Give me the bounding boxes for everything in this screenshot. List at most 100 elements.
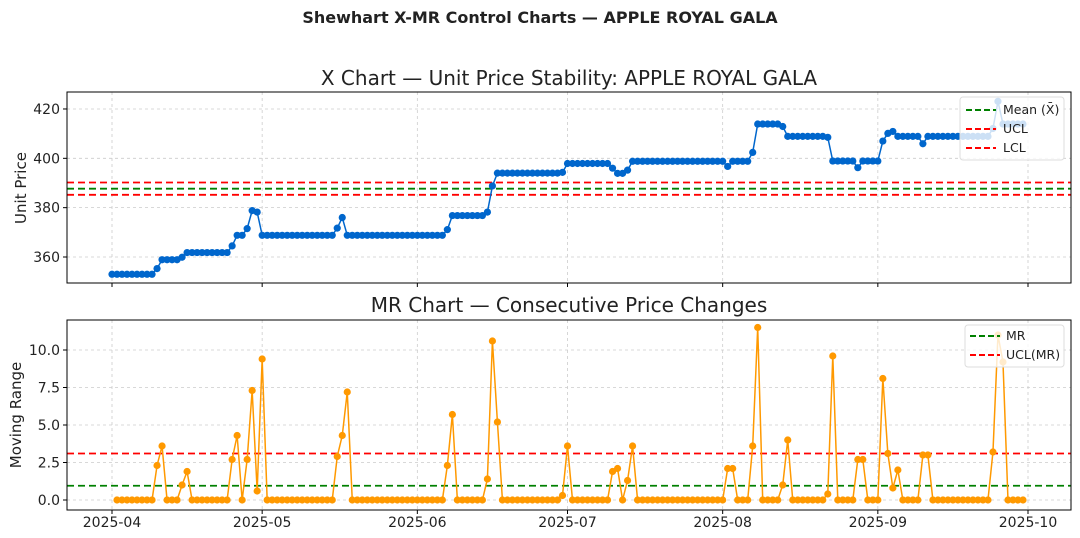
mr-chart-range-point — [568, 496, 577, 504]
mr-chart-range-point — [138, 496, 146, 504]
x-chart-title: X Chart — Unit Price Stability: APPLE RO… — [321, 66, 818, 90]
mr-chart-range-point — [573, 496, 582, 504]
mr-chart-title: MR Chart — Consecutive Price Changes — [371, 293, 768, 317]
mr-chart-range-point — [864, 496, 872, 504]
mr-chart-xtick-label: 2025-07 — [538, 515, 597, 531]
x-chart-price-point — [934, 132, 942, 140]
x-chart-ytick-label: 360 — [33, 250, 60, 266]
mr-chart-range-point — [588, 496, 597, 504]
x-chart-price-point — [734, 157, 742, 165]
mr-chart-range-point — [498, 496, 507, 504]
x-chart-price-point — [588, 159, 597, 168]
mr-chart-range-point — [919, 451, 927, 459]
mr-chart-range-point — [679, 496, 687, 504]
x-chart-price-point — [228, 242, 236, 250]
x-chart-price-point — [679, 157, 687, 165]
mr-chart-range-point — [213, 496, 221, 504]
mr-chart-range-point — [809, 496, 817, 504]
x-chart-price-point — [373, 231, 381, 239]
mr-chart-range-point — [343, 388, 351, 396]
mr-chart-range-point — [218, 496, 226, 504]
mr-chart-range-point — [153, 461, 161, 470]
x-chart-price-point — [603, 159, 612, 168]
x-chart-price-point — [648, 157, 657, 165]
x-chart-price-point — [478, 211, 487, 220]
x-chart-price-point — [418, 231, 426, 239]
x-chart-price-point — [498, 169, 507, 177]
mr-chart-range-point — [503, 496, 512, 504]
mr-chart-range-point — [869, 496, 877, 504]
x-chart-price-point — [799, 132, 807, 140]
x-chart-price-point — [193, 248, 201, 257]
x-chart-price-point — [909, 132, 917, 140]
mr-chart-range-point — [178, 481, 186, 489]
mr-chart-range-point — [278, 496, 286, 504]
x-chart-price-point — [949, 132, 957, 140]
x-chart-price-point — [929, 132, 937, 140]
x-chart-ylabel: Unit Price — [12, 152, 30, 224]
x-chart-price-point — [899, 132, 907, 140]
mr-chart-range-point — [228, 455, 236, 464]
mr-chart-range-point — [934, 496, 942, 504]
x-chart-price-point — [483, 208, 492, 216]
x-chart-price-point — [268, 231, 276, 239]
x-chart-price-point — [794, 132, 802, 140]
mr-chart-axes-frame — [66, 319, 1072, 511]
mr-chart-range-point — [338, 431, 346, 440]
x-chart-price-point — [133, 270, 141, 278]
x-chart-price-point — [789, 132, 797, 140]
mr-chart-range-point — [248, 386, 256, 395]
mr-chart-range-point — [959, 496, 967, 504]
mr-chart-range-point — [799, 496, 807, 504]
mr-chart-range-point — [1014, 496, 1022, 504]
mr-chart-range-point — [623, 476, 632, 485]
mr-chart-range-point — [413, 496, 421, 504]
x-chart-legend: Mean (X̄) UCL LCL — [959, 96, 1065, 161]
x-chart-price-point — [308, 231, 316, 239]
mr-chart-range-point — [468, 496, 476, 504]
x-chart-price-point — [168, 256, 176, 264]
mr-chart-range-point — [729, 464, 737, 473]
x-chart-price-point — [849, 157, 857, 165]
x-chart-price-point — [593, 159, 602, 168]
x-chart-price-point — [904, 132, 912, 140]
x-chart-price-point — [273, 231, 281, 239]
mr-chart-range-point — [669, 496, 677, 504]
mr-chart-range-point — [143, 496, 151, 504]
x-chart-price-point — [784, 132, 792, 140]
x-chart-price-point — [824, 133, 832, 141]
x-chart-price-point — [613, 169, 622, 177]
x-chart-price-point — [699, 157, 707, 165]
x-chart-price-point — [939, 132, 947, 140]
x-chart-price-point — [869, 157, 877, 165]
mr-chart-range-point — [193, 496, 201, 504]
mr-chart-range-point — [438, 496, 446, 504]
mr-chart-range-point — [163, 496, 171, 504]
mr-chart-range-point — [538, 496, 547, 504]
mr-chart-ylabel: Moving Range — [7, 362, 25, 469]
mr-chart-range-point — [423, 496, 431, 504]
x-chart-price-point — [659, 157, 667, 165]
x-chart-price-point — [278, 231, 286, 239]
mr-chart-range-point — [258, 355, 266, 363]
mr-chart-range-point — [383, 496, 391, 504]
x-chart-price-point — [128, 270, 136, 278]
mr-chart-range-point — [523, 496, 532, 504]
mr-chart-range-point — [473, 496, 481, 504]
x-chart-price-point — [388, 231, 396, 239]
x-chart-price-point — [578, 159, 587, 168]
mr-chart-range-point — [774, 496, 782, 504]
x-chart-price-point — [709, 157, 717, 165]
mr-chart-range-point — [443, 461, 451, 470]
mr-chart-range-point — [638, 496, 647, 504]
mr-chart-range-point — [804, 496, 812, 504]
mr-chart: MR Chart — Consecutive Price Changes Mov… — [7, 293, 1072, 531]
mr-chart-range-point — [674, 496, 682, 504]
x-chart-price-point — [809, 132, 817, 140]
mr-chart-range-point — [368, 496, 376, 504]
x-chart-price-point — [754, 120, 762, 128]
x-chart-price-point — [463, 211, 471, 220]
mr-chart-range-point — [924, 451, 932, 459]
x-chart-price-point — [313, 231, 321, 239]
x-chart-price-point — [338, 213, 346, 222]
